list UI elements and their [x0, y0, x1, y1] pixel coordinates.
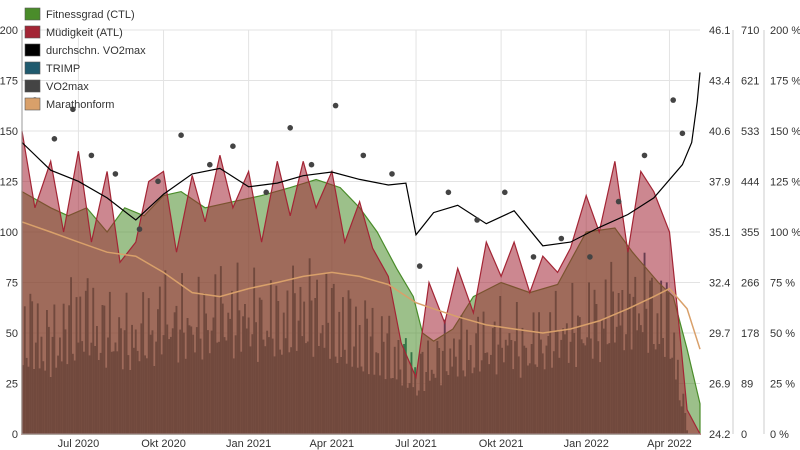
load-axis-tick: 25 — [6, 379, 18, 391]
legend-swatch — [24, 61, 41, 75]
vo2max-point — [88, 152, 95, 159]
marathon-axis-tick: 50 % — [770, 328, 795, 340]
trimp-axis-tick: 355 — [741, 227, 759, 239]
vo2max-point — [70, 106, 76, 113]
legend-item[interactable]: durchschn. VO2max — [24, 43, 146, 57]
vo2max-point — [308, 161, 315, 168]
load-axis-tick: 75 — [6, 278, 18, 290]
legend: Fitnessgrad (CTL) Müdigkeit (ATL) durchsch… — [24, 7, 146, 111]
vo2max-point — [230, 143, 236, 149]
trimp-axis-tick: 710 — [741, 25, 759, 37]
load-axis-tick: 0 — [12, 429, 18, 441]
legend-swatch — [24, 25, 41, 39]
vo2max-point — [502, 189, 508, 196]
series-avg-vo2max — [21, 72, 701, 247]
legend-label: durchschn. VO2max — [46, 45, 146, 57]
vo2max-point — [641, 152, 648, 159]
vo2max-axis-tick: 24.2 — [709, 429, 730, 441]
marathon-axis-tick: 0 % — [770, 429, 789, 441]
vo2max-point — [332, 102, 339, 109]
vo2max-axis-tick: 35.1 — [709, 227, 730, 239]
trimp-axis-tick: 266 — [741, 278, 759, 290]
legend-label: Fitnessgrad (CTL) — [46, 9, 135, 21]
vo2max-point — [178, 132, 184, 138]
vo2max-point — [615, 198, 622, 205]
vo2max-axis-tick: 46.1 — [709, 25, 730, 37]
load-axis-tick: 175 — [0, 76, 18, 88]
x-tick-label: Apr 2022 — [647, 438, 692, 450]
trimp-axis-tick: 444 — [741, 177, 759, 189]
x-tick-label: Jan 2022 — [564, 438, 609, 450]
vo2max-point — [155, 178, 161, 185]
load-axis-tick: 125 — [0, 177, 18, 189]
load-axis-tick: 50 — [6, 328, 18, 340]
vo2max-point — [389, 171, 395, 177]
legend-swatch — [24, 43, 41, 57]
x-tick-label: Jul 2021 — [395, 438, 437, 450]
vo2max-point — [136, 226, 143, 232]
vo2max-point — [263, 189, 270, 196]
marathon-axis-tick: 100 % — [770, 227, 800, 239]
legend-item[interactable]: Müdigkeit (ATL) — [24, 25, 123, 39]
vo2max-axis-tick: 32.4 — [709, 278, 730, 290]
marathon-axis-tick: 200 % — [770, 25, 800, 37]
marathon-axis-tick: 150 % — [770, 126, 800, 138]
legend-item[interactable]: VO2max — [24, 79, 89, 93]
series-area-atl — [21, 130, 701, 435]
legend-item[interactable]: TRIMP — [24, 61, 80, 75]
legend-swatch — [24, 97, 41, 111]
vo2max-point — [287, 125, 294, 131]
vo2max-point — [530, 254, 537, 260]
legend-label: Marathonform — [46, 99, 114, 111]
trimp-axis-tick: 621 — [741, 76, 759, 88]
legend-label: Müdigkeit (ATL) — [46, 27, 123, 39]
vo2max-axis-tick: 40.6 — [709, 126, 730, 138]
vo2max-point — [207, 161, 213, 168]
x-tick-label: Jul 2020 — [58, 438, 100, 450]
x-tick-label: Apr 2021 — [310, 438, 355, 450]
load-axis-tick: 100 — [0, 227, 18, 239]
vo2max-axis-tick: 37.9 — [709, 177, 730, 189]
vo2max-point — [51, 136, 58, 142]
x-tick-label: Jan 2021 — [226, 438, 271, 450]
vo2max-point — [558, 235, 565, 242]
legend-swatch — [24, 7, 41, 21]
trimp-axis-tick: 533 — [741, 126, 759, 138]
trimp-axis-tick: 178 — [741, 328, 759, 340]
load-axis-tick: 200 — [0, 25, 18, 37]
load-axis-tick: 150 — [0, 126, 18, 138]
marathon-axis-tick: 175 % — [770, 76, 800, 88]
legend-label: TRIMP — [46, 63, 80, 75]
legend-item[interactable]: Fitnessgrad (CTL) — [24, 7, 135, 21]
vo2max-axis-tick: 29.7 — [709, 328, 730, 340]
marathon-axis-tick: 25 % — [770, 379, 795, 391]
plot-area — [21, 72, 701, 435]
marathon-axis-tick: 125 % — [770, 177, 800, 189]
vo2max-axis-tick: 43.4 — [709, 76, 730, 88]
vo2max-point — [445, 189, 452, 196]
vo2max-point — [416, 263, 423, 269]
legend-label: VO2max — [46, 81, 89, 93]
legend-item[interactable]: Marathonform — [24, 97, 114, 111]
vo2max-point — [587, 254, 593, 260]
series-marathonform — [21, 221, 701, 350]
trimp-axis-tick: 89 — [741, 379, 753, 391]
vo2max-point — [670, 97, 676, 103]
x-tick-label: Okt 2020 — [141, 438, 186, 450]
vo2max-point — [360, 152, 367, 159]
axes: Jul 2020 Okt 2020 Jan 2021 Apr 2021 Jul 2021… — [0, 25, 800, 450]
marathon-axis-tick: 75 % — [770, 278, 795, 290]
vo2max-point — [679, 130, 686, 137]
x-tick-label: Okt 2021 — [479, 438, 524, 450]
vo2max-axis-tick: 26.9 — [709, 379, 730, 391]
legend-swatch — [24, 79, 41, 93]
vo2max-point — [112, 171, 119, 177]
vo2max-point — [474, 217, 480, 223]
trimp-axis-tick: 0 — [741, 429, 747, 441]
